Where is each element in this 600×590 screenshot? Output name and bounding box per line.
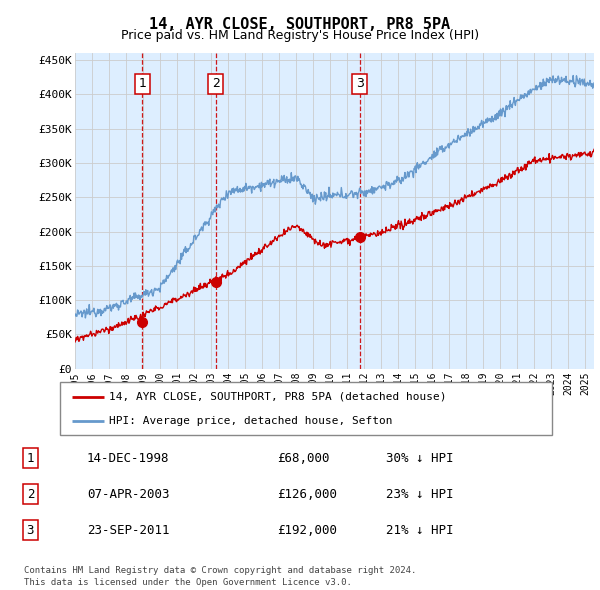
Text: 2: 2 xyxy=(212,77,220,90)
Text: 23% ↓ HPI: 23% ↓ HPI xyxy=(386,487,454,501)
Text: 3: 3 xyxy=(26,524,34,537)
Text: 2: 2 xyxy=(26,487,34,501)
Text: 3: 3 xyxy=(356,77,364,90)
Text: HPI: Average price, detached house, Sefton: HPI: Average price, detached house, Seft… xyxy=(109,416,392,426)
Text: 21% ↓ HPI: 21% ↓ HPI xyxy=(386,524,454,537)
Text: Price paid vs. HM Land Registry's House Price Index (HPI): Price paid vs. HM Land Registry's House … xyxy=(121,30,479,42)
FancyBboxPatch shape xyxy=(60,382,552,435)
Text: 14-DEC-1998: 14-DEC-1998 xyxy=(87,451,169,464)
Text: 23-SEP-2011: 23-SEP-2011 xyxy=(87,524,169,537)
Text: £192,000: £192,000 xyxy=(277,524,337,537)
Text: £126,000: £126,000 xyxy=(277,487,337,501)
Text: 14, AYR CLOSE, SOUTHPORT, PR8 5PA: 14, AYR CLOSE, SOUTHPORT, PR8 5PA xyxy=(149,17,451,31)
Text: 30% ↓ HPI: 30% ↓ HPI xyxy=(386,451,454,464)
Text: 07-APR-2003: 07-APR-2003 xyxy=(87,487,169,501)
Text: £68,000: £68,000 xyxy=(277,451,329,464)
Text: 1: 1 xyxy=(139,77,146,90)
Text: This data is licensed under the Open Government Licence v3.0.: This data is licensed under the Open Gov… xyxy=(24,578,352,587)
Text: 1: 1 xyxy=(26,451,34,464)
Text: 14, AYR CLOSE, SOUTHPORT, PR8 5PA (detached house): 14, AYR CLOSE, SOUTHPORT, PR8 5PA (detac… xyxy=(109,392,446,402)
Text: Contains HM Land Registry data © Crown copyright and database right 2024.: Contains HM Land Registry data © Crown c… xyxy=(24,566,416,575)
